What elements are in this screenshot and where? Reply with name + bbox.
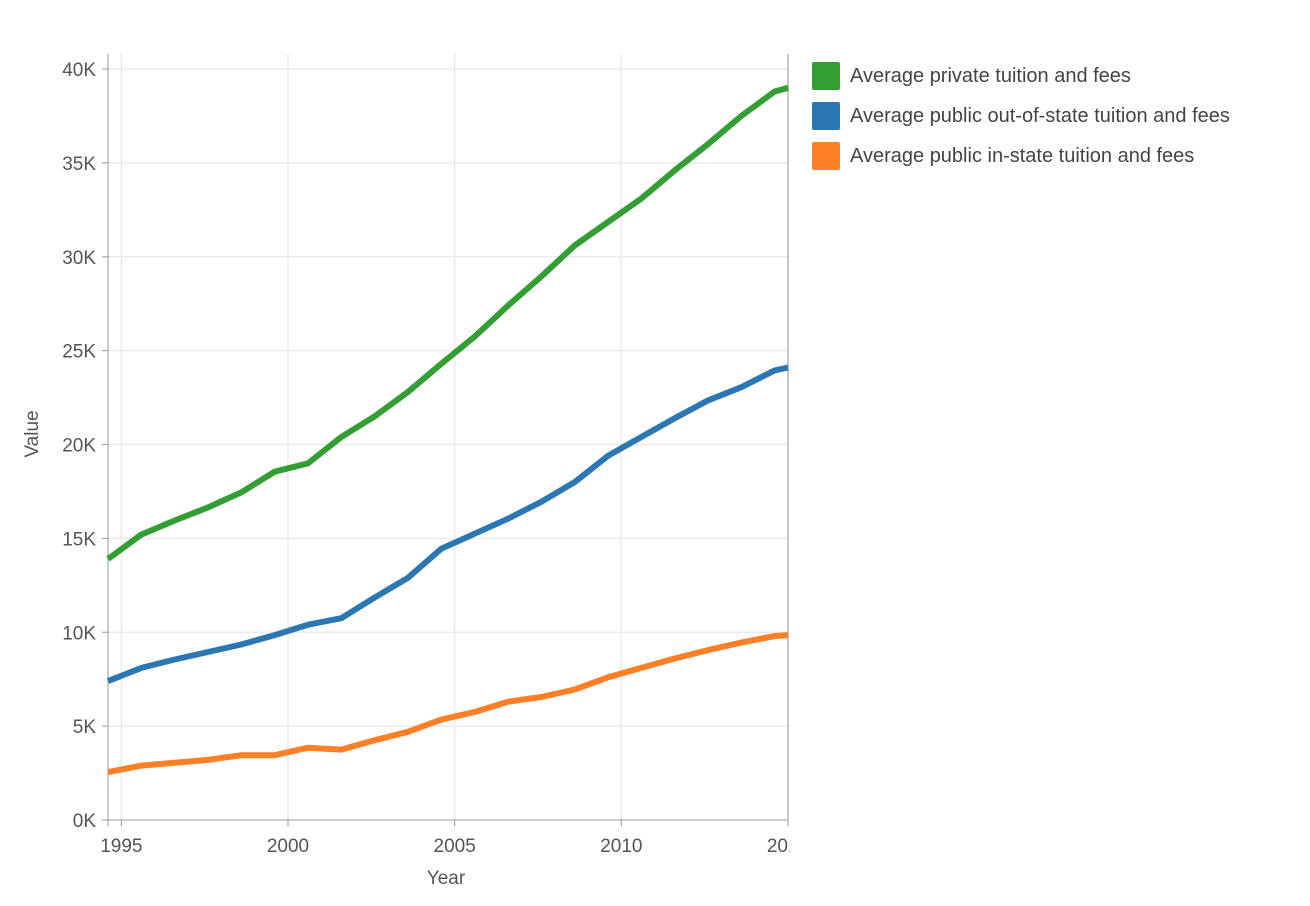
legend-label: Average private tuition and fees — [850, 64, 1131, 87]
x-tick-label: 1995 — [100, 836, 142, 857]
chart-grid — [108, 54, 789, 820]
y-tick-label: 20K — [62, 436, 96, 457]
y-axis-title: Value — [22, 410, 43, 457]
y-tick-label: 35K — [62, 154, 96, 175]
legend-swatch — [812, 62, 840, 90]
legend-swatch — [812, 102, 840, 130]
series-line-0 — [106, 84, 789, 562]
y-tick-label: 30K — [62, 248, 96, 269]
legend-item-1[interactable]: Average public out-of-state tuition and … — [812, 96, 1230, 136]
legend-label: Average public in-state tuition and fees — [850, 144, 1195, 167]
legend-swatch — [812, 142, 840, 170]
y-tick-label: 40K — [62, 60, 96, 81]
x-axis: 1995 2000 2005 2010 2015 — [100, 820, 790, 857]
series-line-1 — [106, 364, 789, 684]
y-tick-label: 15K — [62, 529, 96, 550]
y-tick-label: 5K — [73, 717, 97, 738]
x-tick-label: 2000 — [267, 836, 309, 857]
legend-label: Average public out-of-state tuition and … — [850, 104, 1230, 127]
x-tick-label: 2015 — [767, 836, 790, 857]
y-tick-label: 25K — [62, 342, 96, 363]
y-tick-label: 10K — [62, 623, 96, 644]
series-line-2 — [107, 632, 789, 776]
x-axis-title: Year — [427, 868, 466, 889]
x-tick-label: 2005 — [434, 836, 476, 857]
line-chart: 0K 5K 10K 15K 20K 25K 30K 35K 40K 1995 2000 2005 20… — [22, 54, 790, 889]
legend-item-2[interactable]: Average public in-state tuition and fees — [812, 136, 1230, 176]
legend: Average private tuition and fees Average … — [812, 56, 1230, 176]
plot-frame — [107, 54, 789, 826]
y-tick-label: 0K — [73, 811, 97, 832]
x-tick-label: 2010 — [600, 836, 642, 857]
series-lines — [106, 84, 789, 776]
legend-item-0[interactable]: Average private tuition and fees — [812, 56, 1230, 96]
y-axis: 0K 5K 10K 15K 20K 25K 30K 35K 40K — [62, 60, 108, 832]
